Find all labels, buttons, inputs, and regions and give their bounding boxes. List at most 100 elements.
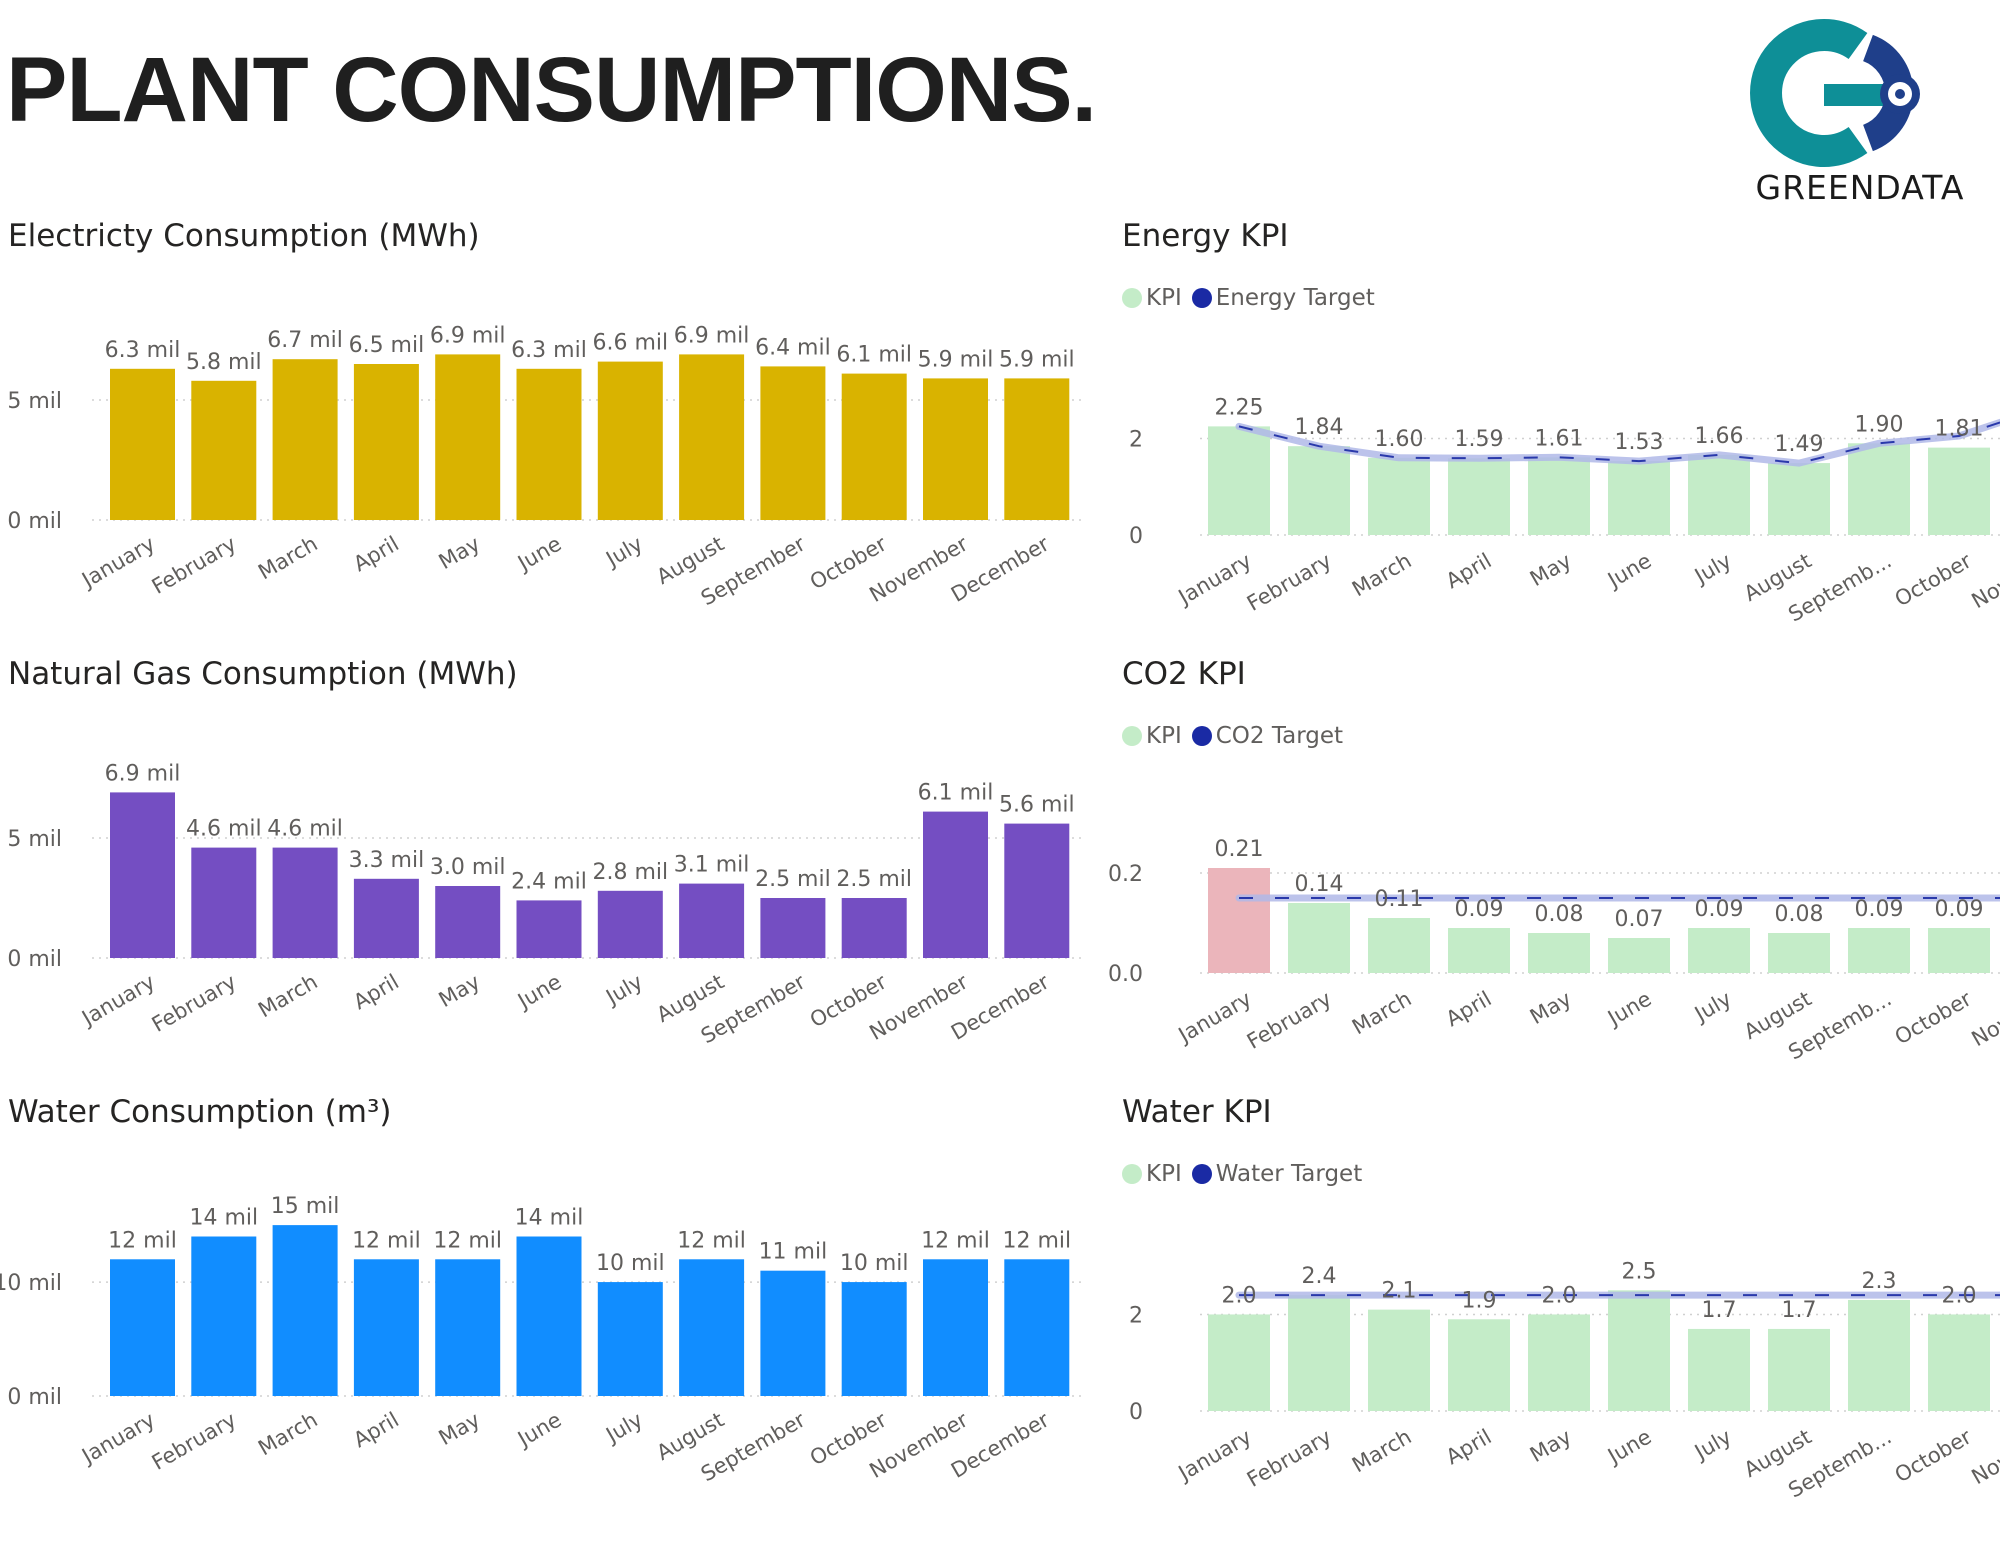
data-label: 0.08 — [1775, 902, 1824, 927]
x-tick-label: July — [1689, 1425, 1735, 1466]
bar — [923, 1259, 988, 1396]
x-tick-label: May — [435, 532, 485, 574]
bar — [1208, 426, 1270, 535]
bar — [1768, 463, 1830, 535]
data-label: 0.09 — [1935, 897, 1984, 922]
y-tick-label: 5 mil — [7, 827, 62, 852]
legend-label-kpi: KPI — [1146, 285, 1182, 311]
data-label: 1.53 — [1615, 430, 1664, 455]
data-label: 6.1 mil — [918, 781, 994, 806]
legend-item-target[interactable]: Energy Target — [1191, 285, 1375, 311]
bar — [1528, 457, 1590, 535]
bar — [272, 847, 338, 958]
x-tick-label: March — [254, 1408, 321, 1461]
bar — [1768, 1328, 1830, 1411]
bar — [353, 1259, 419, 1396]
bar — [1768, 933, 1830, 973]
data-label: 0.09 — [1855, 897, 1904, 922]
bar — [516, 368, 582, 520]
bar — [353, 364, 419, 520]
data-label: 14 mil — [189, 1206, 258, 1231]
bar — [597, 361, 663, 520]
target-line — [1238, 421, 2000, 465]
greendata-logo: GREENDATA — [1740, 18, 1980, 218]
data-label: 5.6 mil — [999, 793, 1075, 818]
x-tick-label: June — [512, 970, 565, 1015]
legend-dot-kpi — [1122, 726, 1142, 746]
legend-item-kpi[interactable]: KPI — [1122, 1161, 1182, 1187]
legend-label-target: CO2 Target — [1215, 723, 1344, 749]
bar — [1288, 446, 1350, 535]
bar — [435, 886, 501, 958]
legend-item-kpi[interactable]: KPI — [1122, 285, 1182, 311]
y-tick-label: 0.0 — [1108, 962, 1143, 987]
x-tick-label: June — [1602, 987, 1655, 1032]
x-tick-label: May — [1526, 1425, 1576, 1467]
x-tick-label: July — [1689, 987, 1735, 1028]
data-label: 6.5 mil — [349, 333, 425, 358]
x-tick-label: February — [1243, 1425, 1336, 1492]
page-title: PLANT CONSUMPTIONS. — [6, 39, 1097, 141]
co2-kpi-chart: 0.0 0.2 0.21 0.14 0.11 0.09 0.08 0.07 0.09 0.08 0.… — [1108, 837, 2000, 1063]
data-label: 0.07 — [1615, 907, 1664, 932]
bar — [516, 900, 582, 958]
bar — [1208, 1314, 1270, 1411]
x-tick-label: March — [1348, 987, 1415, 1040]
data-label: 3.0 mil — [430, 855, 506, 880]
y-tick-label: 0 mil — [7, 947, 62, 972]
data-label: 12 mil — [433, 1228, 502, 1253]
bar — [841, 898, 907, 958]
bar — [1688, 1328, 1750, 1411]
data-label: 3.1 mil — [674, 853, 750, 878]
x-tick-label: July — [600, 1408, 646, 1449]
x-tick-label: April — [349, 1408, 403, 1453]
x-tick-label: June — [512, 1408, 565, 1453]
bar — [760, 898, 826, 958]
data-label: 15 mil — [271, 1194, 340, 1219]
data-label: 12 mil — [352, 1228, 421, 1253]
data-label: 1.9 — [1462, 1288, 1497, 1313]
x-tick-label: July — [1689, 549, 1735, 590]
legend-item-kpi[interactable]: KPI — [1122, 723, 1182, 749]
co2-kpi-legend: KPI CO2 Target — [1122, 723, 1353, 749]
co2-kpi-title: CO2 KPI — [1122, 656, 1246, 692]
x-tick-label: April — [349, 970, 403, 1015]
x-tick-label: April — [1442, 1425, 1496, 1470]
bar — [1608, 1290, 1670, 1411]
x-tick-label: May — [1526, 549, 1576, 591]
bar — [110, 792, 175, 958]
data-label: 11 mil — [759, 1240, 828, 1265]
legend-item-target[interactable]: Water Target — [1191, 1161, 1362, 1187]
data-label: 5.9 mil — [999, 347, 1075, 372]
bar — [1448, 1319, 1510, 1411]
legend-item-target[interactable]: CO2 Target — [1191, 723, 1344, 749]
bar — [841, 1282, 907, 1396]
energy-kpi-legend: KPI Energy Target — [1122, 285, 1385, 311]
data-label: 4.6 mil — [186, 817, 262, 842]
data-label: 6.3 mil — [105, 338, 181, 363]
data-label: 1.7 — [1782, 1298, 1817, 1323]
data-label: 12 mil — [921, 1228, 990, 1253]
y-tick-label: 0 — [1129, 524, 1143, 549]
bar — [110, 368, 175, 520]
water-chart: 0 mil 10 mil 12 mil 14 mil 15 mil 12 mil 12 mi… — [0, 1194, 1085, 1486]
legend-label-kpi: KPI — [1146, 1161, 1182, 1187]
y-tick-label: 0 mil — [7, 1385, 62, 1410]
data-label: 5.8 mil — [186, 350, 262, 375]
data-label: 1.49 — [1775, 432, 1824, 457]
data-label: 0.11 — [1375, 887, 1424, 912]
legend-dot-kpi — [1122, 1164, 1142, 1184]
natural-gas-chart-title: Natural Gas Consumption (MWh) — [8, 656, 518, 692]
data-label: 12 mil — [108, 1228, 177, 1253]
data-label: 6.9 mil — [430, 323, 506, 348]
bar — [272, 1225, 338, 1396]
bar — [435, 1259, 501, 1396]
data-label: 2.5 mil — [755, 867, 831, 892]
data-label: 1.7 — [1702, 1298, 1737, 1323]
bar — [516, 1236, 582, 1396]
x-tick-label: January — [76, 970, 159, 1032]
bar — [1528, 933, 1590, 973]
bar — [1004, 378, 1070, 520]
bar — [760, 1270, 826, 1396]
bar — [597, 890, 663, 958]
